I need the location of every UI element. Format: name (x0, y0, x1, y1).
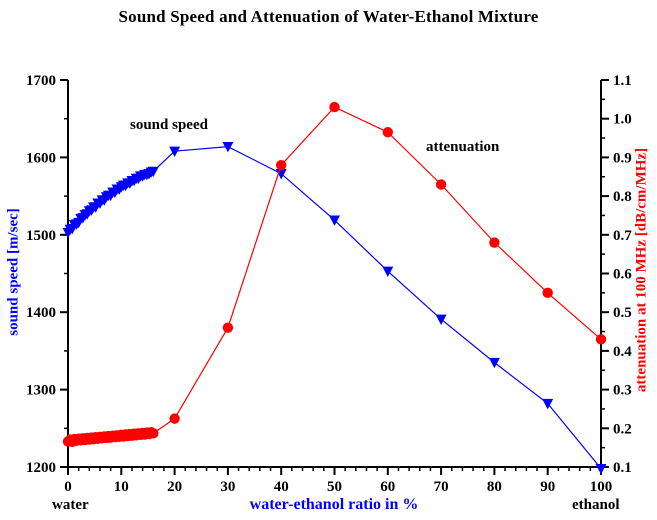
sound-speed-line (67, 145, 602, 469)
x-tick-label: 70 (434, 479, 449, 495)
attenuation-marker (489, 237, 500, 248)
attenuation-marker (169, 413, 180, 424)
chart-title: Sound Speed and Attenuation of Water-Eth… (118, 7, 539, 26)
attenuation-marker (595, 334, 607, 345)
attenuation-marker (222, 322, 234, 333)
y-right-axis-title: attenuation at 100 MHz [dB/cm/MHz] (633, 147, 650, 393)
sound-speed-marker (542, 398, 554, 410)
attenuation-marker (148, 428, 159, 439)
x-tick-label: 50 (327, 479, 342, 495)
x-tick-label: 30 (220, 479, 235, 495)
y-left-tick-label: 1200 (26, 460, 56, 476)
attenuation-marker (329, 101, 340, 113)
sound-speed-marker (222, 141, 234, 153)
x-axis-right-end-label: ethanol (572, 497, 620, 513)
y-right-tick-label: 0.1 (613, 460, 632, 476)
x-tick-label: 100 (590, 479, 613, 495)
sound-speed-marker (329, 215, 340, 226)
y-left-tick-label: 1500 (26, 228, 56, 244)
sound-speed-marker (169, 146, 181, 158)
x-tick-label: 0 (64, 479, 72, 495)
y-right-tick-label: 0.7 (613, 228, 632, 244)
y-right-tick-label: 1.1 (613, 73, 632, 89)
sound-speed-marker (595, 463, 607, 475)
sound-speed-marker (435, 314, 447, 325)
y-left-tick-label: 1300 (26, 383, 56, 399)
y-left-tick-label: 1600 (26, 150, 56, 166)
x-tick-label: 20 (167, 479, 182, 495)
attenuation-at-100-MHz-line (67, 106, 602, 443)
y-right-tick-label: 0.2 (613, 421, 632, 437)
x-axis-left-end-label: water (52, 497, 89, 513)
x-tick-label: 80 (487, 479, 502, 495)
attenuation-marker (542, 287, 553, 299)
x-tick-label: 10 (114, 479, 129, 495)
x-tick-label: 60 (380, 479, 395, 495)
x-tick-label: 40 (274, 479, 289, 495)
sound-speed-series-annotation: sound speed (130, 117, 208, 133)
y-left-tick-label: 1400 (26, 305, 56, 321)
y-right-tick-label: 0.3 (613, 383, 632, 399)
y-right-tick-label: 0.6 (613, 267, 632, 283)
sound-speed-marker (147, 166, 159, 178)
y-right-tick-label: 0.4 (613, 344, 632, 360)
y-left-tick-label: 1700 (26, 73, 56, 89)
sound-speed-marker (382, 266, 394, 277)
y-right-tick-label: 0.5 (613, 305, 632, 321)
y-right-tick-label: 1.0 (613, 112, 632, 128)
sound-speed-marker (488, 357, 500, 369)
attenuation-marker (276, 159, 287, 171)
x-axis-title: water-ethanol ratio in % (249, 496, 419, 513)
attenuation-marker (382, 127, 393, 138)
y-left-axis-title: sound speed [m/sec] (5, 208, 22, 336)
attenuation-series-annotation: attenuation (426, 139, 500, 155)
y-right-tick-label: 0.8 (613, 189, 632, 205)
y-right-tick-label: 0.9 (613, 150, 632, 166)
x-tick-label: 90 (540, 479, 555, 495)
attenuation-marker (435, 179, 447, 190)
